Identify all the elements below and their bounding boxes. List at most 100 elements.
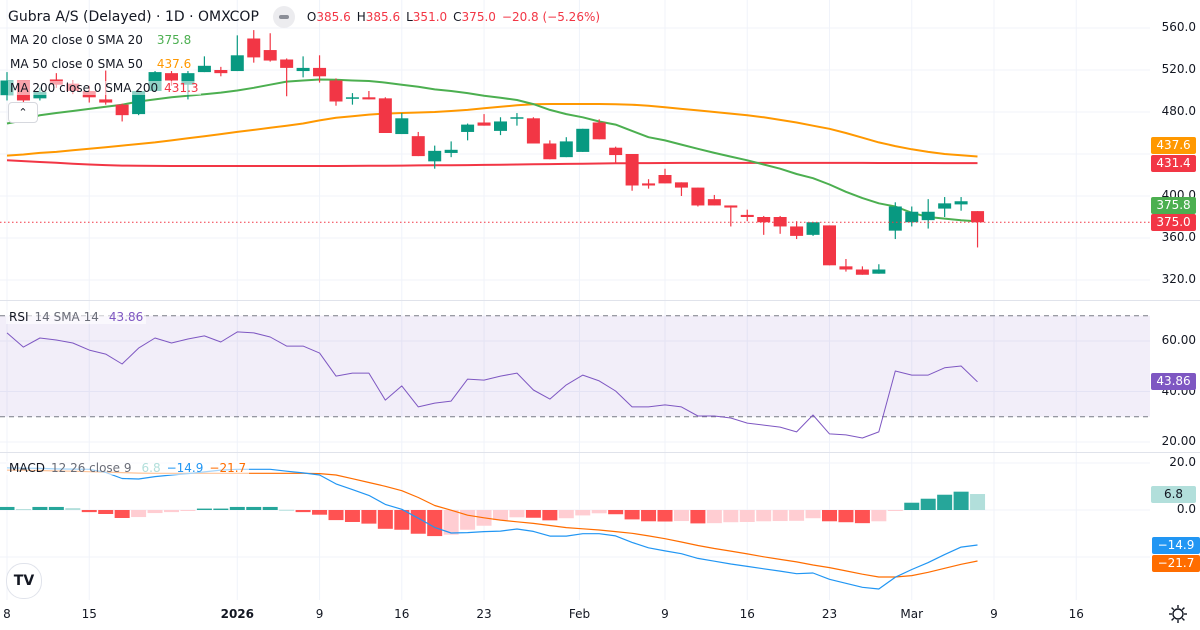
- candle-body: [855, 269, 869, 275]
- macd-histogram-bar: [361, 510, 377, 524]
- macd-histogram-bar: [493, 510, 508, 521]
- candle-up: [494, 117, 507, 136]
- macd-pane[interactable]: [0, 467, 986, 590]
- candle-body: [625, 154, 639, 186]
- macd-histogram-bar: [591, 510, 607, 514]
- macd-histogram-bar: [427, 510, 443, 537]
- ma50-value: 437.6: [156, 57, 192, 71]
- rsi-value-label: 43.86: [1151, 373, 1196, 390]
- macd-line-label: −14.9: [1152, 537, 1200, 554]
- candle-down: [691, 187, 705, 207]
- macd-histogram-bar: [657, 510, 673, 522]
- candle-body: [905, 211, 919, 223]
- macd-histogram-bar: [394, 510, 410, 530]
- axis-tick-label: 320.0: [1161, 272, 1196, 286]
- macd-signal-line: [6, 469, 978, 578]
- logo-text: TV: [13, 573, 35, 589]
- candle-body: [197, 65, 211, 73]
- candle-down: [642, 179, 656, 189]
- candle-up: [296, 56, 310, 78]
- candle-down: [526, 117, 540, 144]
- macd-histogram-bar: [98, 510, 114, 514]
- candle-body: [839, 266, 853, 270]
- macd-histogram-bar: [542, 510, 558, 521]
- candle-body: [296, 67, 310, 72]
- candle-down: [280, 58, 294, 97]
- candle-body: [609, 147, 623, 156]
- low-value: 351.0: [412, 10, 448, 24]
- macd-histogram-bar: [673, 510, 689, 522]
- macd-histogram-bar: [114, 510, 130, 518]
- candle-body: [510, 117, 524, 119]
- macd-histogram-bar: [871, 510, 887, 522]
- candle-body: [642, 183, 656, 186]
- macd-histogram-bar: [48, 506, 64, 510]
- macd-histogram-bar: [279, 509, 295, 511]
- axis-tick-label: 480.0: [1161, 104, 1196, 118]
- candle-down: [757, 215, 771, 235]
- tradingview-logo[interactable]: TV: [6, 563, 42, 599]
- legend-ma200[interactable]: MA 200 close 0 SMA 200 431.3: [8, 81, 201, 95]
- legend-ma50[interactable]: MA 50 close 0 SMA 50 437.6: [8, 57, 194, 71]
- axis-tick-label: 20.00: [1161, 434, 1196, 448]
- macd-label: MACD: [9, 461, 45, 475]
- macd-histogram-bar: [904, 502, 920, 510]
- ma20-line: [6, 78, 978, 223]
- candle-body: [263, 50, 277, 61]
- candle-down: [247, 30, 261, 63]
- macd-histogram-bar: [131, 510, 147, 518]
- candle-down: [378, 97, 392, 133]
- candle-body: [559, 141, 573, 158]
- candle-body: [954, 201, 968, 205]
- legend-ma20[interactable]: MA 20 close 0 SMA 20 375.8: [8, 33, 194, 47]
- candle-up: [395, 113, 409, 135]
- macd-histogram-bar: [443, 510, 459, 535]
- collapse-legend-button[interactable]: ⌃: [8, 102, 38, 123]
- macd-histogram-bar: [262, 506, 278, 510]
- candle-body: [428, 150, 442, 162]
- time-tick-label: 23: [476, 607, 492, 621]
- macd-histogram-bar: [756, 510, 772, 522]
- symbol-title[interactable]: Gubra A/S (Delayed) · 1D · OMXCOP: [8, 9, 259, 25]
- macd-histogram-bar: [624, 510, 640, 520]
- candle-up: [510, 113, 524, 126]
- macd-histogram-bar: [509, 510, 525, 518]
- macd-histogram-bar: [805, 510, 821, 519]
- macd-histogram-bar: [0, 506, 15, 510]
- candle-body: [313, 67, 327, 77]
- candle-up: [806, 222, 820, 236]
- high-value: 385.6: [365, 10, 401, 24]
- candle-body: [888, 206, 902, 231]
- macd-histogram-bar: [641, 510, 657, 522]
- macd-histogram-bar: [953, 491, 969, 510]
- macd-histogram-bar: [460, 510, 476, 530]
- macd-histogram-bar: [739, 510, 755, 522]
- low-label: L: [406, 10, 413, 24]
- open-label: O: [306, 10, 317, 24]
- rsi-pane[interactable]: [0, 315, 1150, 439]
- hide-icon[interactable]: [272, 6, 295, 28]
- macd-histogram-bar: [937, 494, 953, 510]
- candle-body: [395, 118, 409, 135]
- candle-up: [888, 202, 902, 240]
- candle-body: [658, 175, 672, 184]
- time-tick-label: 16: [1068, 607, 1084, 621]
- candle-body: [444, 149, 458, 153]
- macd-histogram-bar: [344, 510, 360, 522]
- ma50-line: [6, 103, 978, 158]
- macd-histogram-bar: [147, 510, 163, 514]
- candle-body: [724, 205, 738, 208]
- macd-histogram-bar: [410, 510, 426, 534]
- macd-histogram-bar: [295, 510, 311, 513]
- candle-up: [905, 206, 919, 227]
- candle-body: [707, 199, 721, 206]
- candle-down: [823, 225, 836, 266]
- gear-icon[interactable]: [1168, 604, 1188, 624]
- macd-histogram-bar: [723, 510, 739, 523]
- macd-legend[interactable]: MACD 12 26 close 9 6.8 −14.9 −21.7: [6, 461, 250, 475]
- rsi-value: 43.86: [108, 310, 144, 324]
- rsi-legend[interactable]: RSI 14 SMA 14 43.86: [6, 310, 147, 324]
- candle-body: [461, 124, 475, 132]
- macd-histogram-bar: [854, 510, 870, 524]
